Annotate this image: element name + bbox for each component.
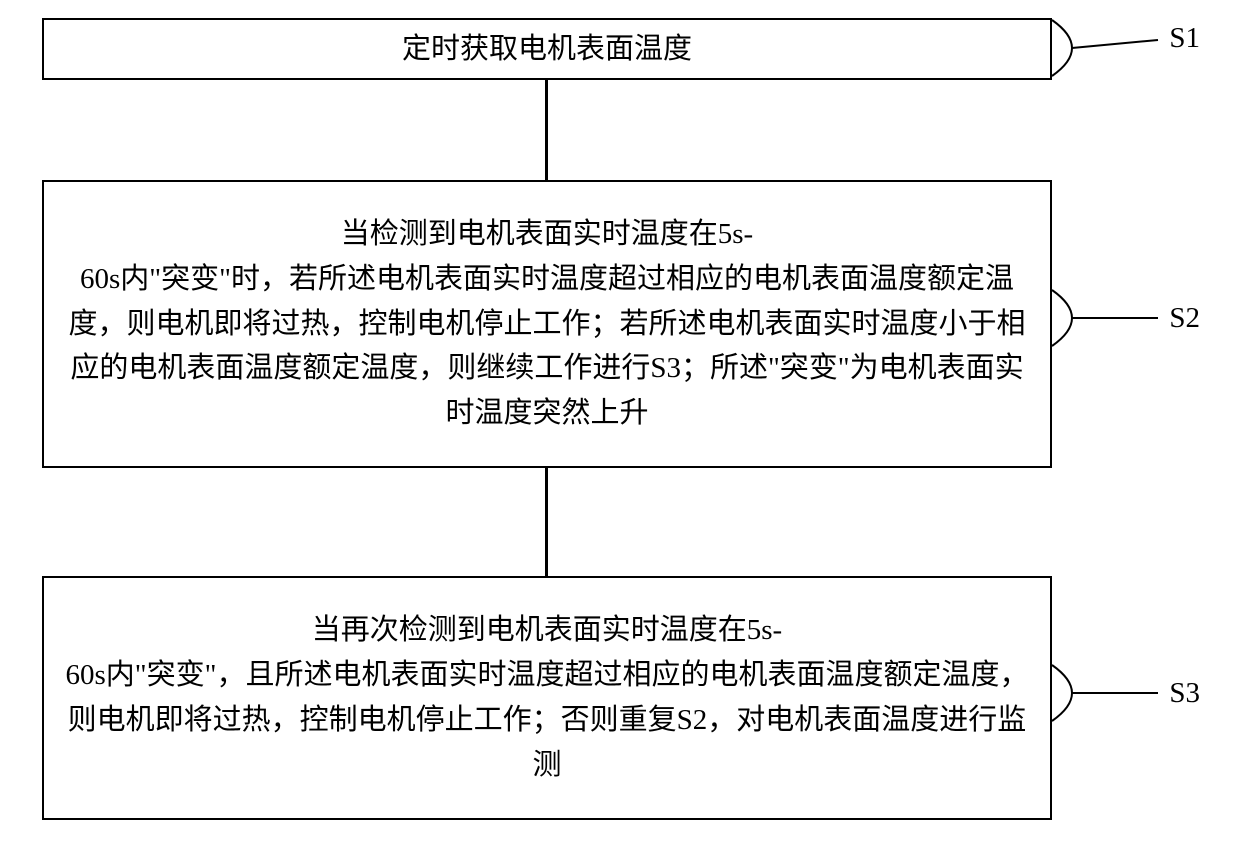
curve-s2 (1052, 290, 1072, 346)
node-s2-line1: 当检测到电机表面实时温度在5s- (64, 212, 1030, 257)
connector-s2-s3 (545, 468, 548, 576)
curve-line-s1 (1072, 40, 1158, 48)
curve-s1 (1052, 20, 1072, 76)
flowchart-container: 定时获取电机表面温度 当检测到电机表面实时温度在5s- 60s内"突变"时，若所… (0, 0, 1240, 863)
node-s3-line1: 当再次检测到电机表面实时温度在5s- (64, 608, 1030, 653)
node-s3-rest: 60s内"突变"，且所述电机表面实时温度超过相应的电机表面温度额定温度，则电机即… (66, 659, 1029, 781)
connector-s1-s2 (545, 80, 548, 180)
node-s2-text: 当检测到电机表面实时温度在5s- 60s内"突变"时，若所述电机表面实时温度超过… (64, 212, 1030, 437)
label-s3: S3 (1169, 677, 1200, 710)
node-s1-text: 定时获取电机表面温度 (402, 27, 692, 72)
label-s2: S2 (1169, 302, 1200, 335)
curve-s3 (1052, 665, 1072, 721)
flowchart-node-s2: 当检测到电机表面实时温度在5s- 60s内"突变"时，若所述电机表面实时温度超过… (42, 180, 1052, 468)
node-s3-text: 当再次检测到电机表面实时温度在5s- 60s内"突变"，且所述电机表面实时温度超… (64, 608, 1030, 788)
node-s2-rest: 60s内"突变"时，若所述电机表面实时温度超过相应的电机表面温度额定温度，则电机… (68, 263, 1025, 430)
label-s1: S1 (1169, 22, 1200, 55)
flowchart-node-s1: 定时获取电机表面温度 (42, 18, 1052, 80)
flowchart-node-s3: 当再次检测到电机表面实时温度在5s- 60s内"突变"，且所述电机表面实时温度超… (42, 576, 1052, 820)
